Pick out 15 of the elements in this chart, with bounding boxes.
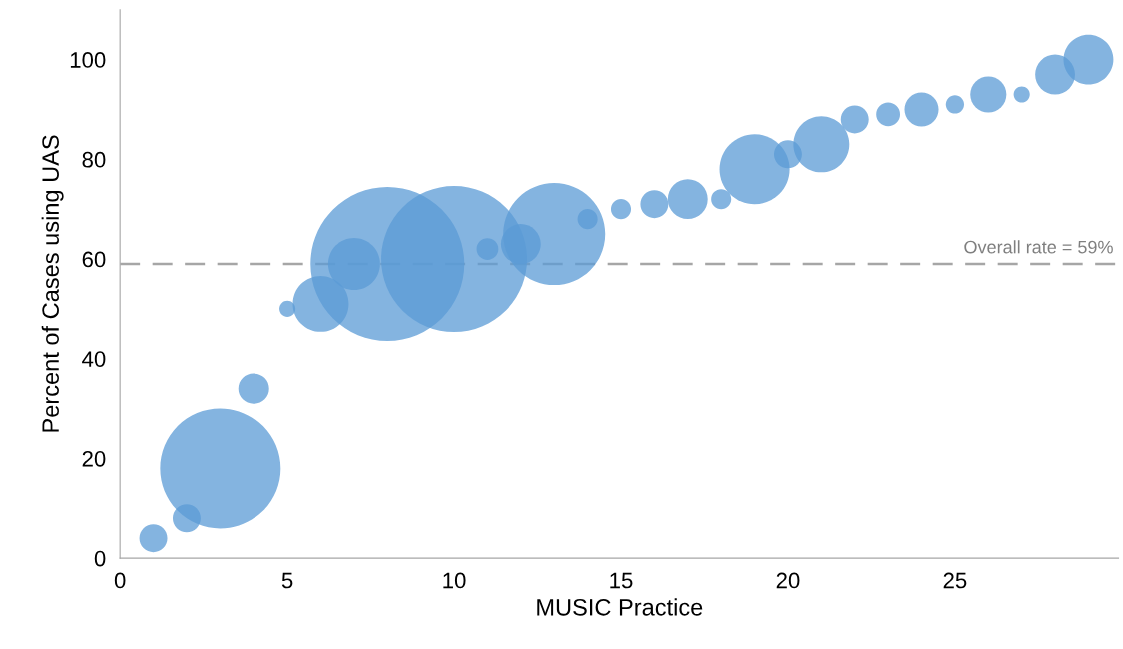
y-tick-label: 20 [82, 450, 106, 467]
x-tick-label: 15 [610, 572, 633, 589]
y-tick-label: 0 [94, 550, 106, 567]
y-tick-label: 80 [82, 151, 106, 168]
x-tick-label: 0 [114, 572, 126, 589]
y-tick-label: 40 [82, 351, 106, 367]
ref-line-label: Overall rate = 59% [964, 240, 1113, 254]
x-axis-title: MUSIC Practice [537, 598, 703, 616]
y-tick-label: 100 [70, 52, 106, 68]
y-axis-title: Percent of Cases using UAS [41, 135, 64, 432]
x-tick-label: 5 [281, 572, 293, 589]
x-tick-label: 10 [443, 572, 466, 589]
y-tick-label: 60 [82, 251, 106, 268]
x-tick-label: 20 [776, 572, 800, 589]
x-tick-label: 25 [943, 572, 967, 589]
